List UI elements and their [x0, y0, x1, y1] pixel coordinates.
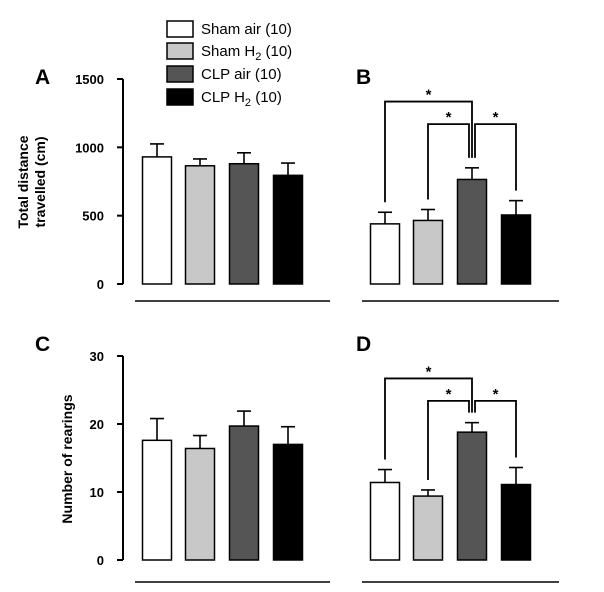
panel-d: D * * * [356, 333, 559, 583]
significance-star: * [446, 109, 452, 126]
bar [141, 439, 173, 561]
bar [500, 483, 532, 561]
y-tick-label: 1500 [75, 72, 104, 87]
bar [412, 219, 444, 285]
legend-item: Sham air (10) [166, 20, 292, 38]
bar [369, 481, 401, 561]
legend-swatch [166, 42, 194, 60]
bar [141, 156, 173, 285]
legend-label: Sham H2​ (10) [201, 43, 292, 63]
legend-item: CLP H2​ (10) [166, 88, 282, 109]
bar [228, 425, 260, 561]
y-tick-label: 20 [90, 417, 104, 432]
y-axis-title: Number of rearings [59, 394, 75, 523]
y-tick-label: 10 [90, 485, 104, 500]
bar [184, 447, 216, 561]
legend-label: Sham air (10) [201, 21, 292, 38]
bar [228, 162, 260, 285]
bar [272, 174, 304, 285]
significance-star: * [493, 109, 499, 126]
panel-c: C 0 10 20 30 Number of rearings [35, 333, 330, 583]
significance-bracket [384, 100, 473, 203]
significance-star: * [426, 363, 432, 380]
legend-swatch [166, 88, 194, 106]
bar [369, 223, 401, 285]
legend-label: CLP air (10) [201, 66, 282, 83]
significance-star: * [426, 87, 432, 104]
panel-letter: C [35, 333, 50, 356]
bar [456, 431, 488, 561]
legend: Sham air (10) Sham H2​ (10) CLP air (10) CL… [166, 20, 292, 109]
significance-bracket [427, 123, 470, 200]
y-tick-label: 500 [82, 209, 104, 224]
bar [412, 495, 444, 561]
significance-bracket [427, 399, 470, 480]
legend-item: Sham H2​ (10) [166, 42, 292, 63]
y-tick-label: 1000 [75, 140, 104, 155]
legend-item: CLP air (10) [166, 65, 282, 83]
significance-star: * [446, 386, 452, 403]
panel-letter: A [35, 66, 50, 89]
significance-bracket [384, 377, 473, 460]
bar [500, 214, 532, 285]
y-axis-title: travelled (cm) [32, 136, 48, 227]
panel-b: B * * * [356, 66, 559, 302]
legend-swatch [166, 65, 194, 83]
significance-bracket [474, 399, 517, 458]
significance-star: * [493, 386, 499, 403]
legend-swatch [166, 20, 194, 38]
y-tick-label: 30 [90, 349, 104, 364]
bar [184, 165, 216, 285]
panel-letter: D [356, 333, 371, 356]
panel-a: A 0 500 1000 1500 Total distance travelled (cm… [15, 66, 330, 302]
legend-label: CLP H2​ (10) [201, 89, 282, 109]
bar [272, 443, 304, 561]
panel-letter: B [356, 66, 371, 89]
y-tick-label: 0 [97, 277, 104, 292]
y-tick-label: 0 [97, 553, 104, 568]
significance-bracket [474, 123, 517, 191]
bar [456, 178, 488, 285]
panels: A 0 500 1000 1500 Total distance travelled (cm… [15, 66, 559, 583]
y-axis-title: Total distance [15, 135, 31, 228]
